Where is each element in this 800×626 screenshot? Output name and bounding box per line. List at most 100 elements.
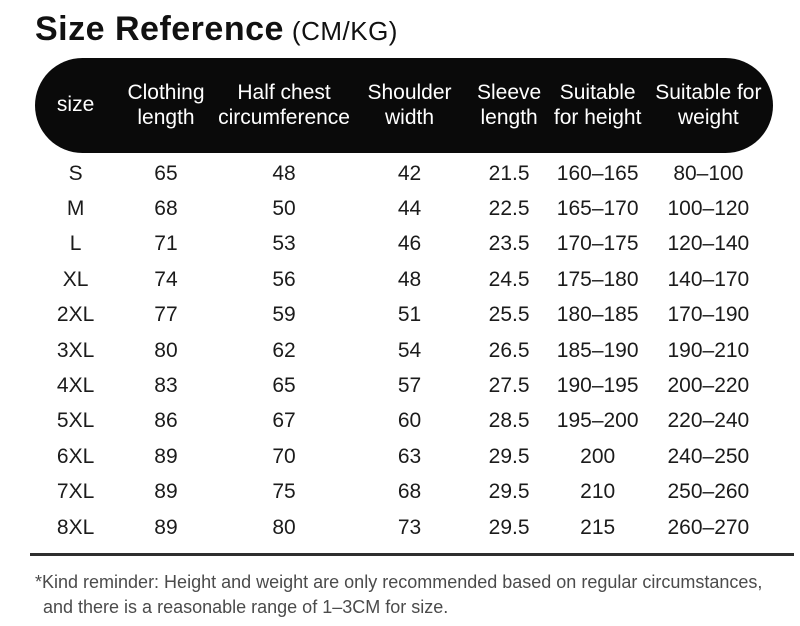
- value-cell: 29.5: [488, 480, 530, 504]
- value-cell: 190–195: [556, 374, 639, 398]
- value-cell: 27.5: [488, 374, 530, 398]
- value-cell: 50: [272, 197, 296, 221]
- value-cell: 89: [154, 480, 178, 504]
- value-cell: 65: [154, 161, 178, 185]
- size-cell: M: [66, 197, 85, 221]
- size-reference-page: Size Reference (CM/KG) size Clothing len…: [0, 10, 800, 626]
- value-cell: 67: [272, 409, 296, 433]
- value-cell: 51: [397, 303, 422, 327]
- size-table: size Clothing length Half chest circumfe…: [35, 58, 773, 545]
- value-cell: 89: [154, 444, 178, 468]
- size-cell: 3XL: [56, 338, 95, 362]
- value-cell: 25.5: [488, 303, 530, 327]
- page-title-text: Size Reference: [35, 10, 284, 48]
- value-cell: 80: [154, 338, 178, 362]
- column-header-size: size: [56, 93, 95, 117]
- value-cell: 190–210: [667, 338, 750, 362]
- value-cell: 22.5: [488, 197, 530, 221]
- footnote-line-1: *Kind reminder: Height and weight are on…: [35, 572, 763, 593]
- value-cell: 100–120: [667, 197, 750, 221]
- value-cell: 260–270: [667, 515, 750, 539]
- value-cell: 165–170: [556, 197, 639, 221]
- value-cell: 80: [272, 515, 296, 539]
- table-row: 4XL 83 65 57 27.5 190–195 200–220: [35, 368, 773, 403]
- value-cell: 80–100: [673, 161, 744, 185]
- value-cell: 200: [580, 444, 616, 468]
- table-row: 7XL 89 75 68 29.5 210 250–260: [35, 475, 773, 510]
- value-cell: 28.5: [488, 409, 530, 433]
- table-row: M 68 50 44 22.5 165–170 100–120: [35, 191, 773, 226]
- table-row: 5XL 86 67 60 28.5 195–200 220–240: [35, 404, 773, 439]
- table-row: S 65 48 42 21.5 160–165 80–100: [35, 156, 773, 191]
- value-cell: 77: [154, 303, 178, 327]
- value-cell: 175–180: [556, 267, 639, 291]
- size-cell: L: [69, 232, 82, 256]
- value-cell: 56: [272, 267, 296, 291]
- value-cell: 220–240: [667, 409, 750, 433]
- value-cell: 170–190: [667, 303, 750, 327]
- value-cell: 180–185: [556, 303, 639, 327]
- table-row: XL 74 56 48 24.5 175–180 140–170: [35, 262, 773, 297]
- value-cell: 185–190: [556, 338, 639, 362]
- value-cell: 62: [272, 338, 296, 362]
- value-cell: 24.5: [488, 267, 530, 291]
- value-cell: 200–220: [667, 374, 750, 398]
- value-cell: 140–170: [667, 267, 750, 291]
- value-cell: 215: [580, 515, 616, 539]
- table-row: 3XL 80 62 54 26.5 185–190 190–210: [35, 333, 773, 368]
- value-cell: 57: [397, 374, 422, 398]
- value-cell: 29.5: [488, 515, 530, 539]
- value-cell: 65: [272, 374, 296, 398]
- value-cell: 89: [154, 515, 178, 539]
- value-cell: 210: [580, 480, 616, 504]
- value-cell: 250–260: [667, 480, 750, 504]
- value-cell: 160–165: [556, 161, 639, 185]
- size-cell: S: [68, 161, 83, 185]
- table-row: 6XL 89 70 63 29.5 200 240–250: [35, 439, 773, 474]
- value-cell: 68: [154, 197, 178, 221]
- column-header-sleeve-length: Sleeve length: [477, 80, 542, 129]
- value-cell: 240–250: [667, 444, 750, 468]
- table-row: 8XL 89 80 73 29.5 215 260–270: [35, 510, 773, 545]
- value-cell: 195–200: [556, 409, 639, 433]
- size-cell: 8XL: [56, 515, 95, 539]
- table-header: size Clothing length Half chest circumfe…: [35, 58, 773, 153]
- column-header-half-chest: Half chest circumference: [218, 80, 350, 129]
- table-body: S 65 48 42 21.5 160–165 80–100 M 68 50 44 22.5 165–1…: [35, 156, 773, 545]
- column-header-clothing-length: Clothing length: [127, 80, 205, 129]
- column-header-suitable-height: Suitable for height: [553, 80, 642, 129]
- size-cell: 4XL: [56, 374, 95, 398]
- value-cell: 73: [397, 515, 422, 539]
- value-cell: 74: [154, 267, 178, 291]
- value-cell: 54: [397, 338, 422, 362]
- footnote-line-2: and there is a reasonable range of 1–3CM…: [43, 597, 449, 618]
- column-header-shoulder-width: Shoulder width: [367, 80, 452, 129]
- value-cell: 120–140: [667, 232, 750, 256]
- value-cell: 83: [154, 374, 178, 398]
- size-cell: 2XL: [56, 303, 95, 327]
- size-cell: XL: [62, 267, 89, 291]
- table-row: L 71 53 46 23.5 170–175 120–140: [35, 227, 773, 262]
- size-cell: 6XL: [56, 444, 95, 468]
- column-header-suitable-weight: Suitable for weight: [655, 80, 762, 129]
- table-row: 2XL 77 59 51 25.5 180–185 170–190: [35, 298, 773, 333]
- value-cell: 26.5: [488, 338, 530, 362]
- value-cell: 23.5: [488, 232, 530, 256]
- value-cell: 86: [154, 409, 178, 433]
- value-cell: 21.5: [488, 161, 530, 185]
- value-cell: 59: [272, 303, 296, 327]
- divider-line: [30, 553, 794, 557]
- value-cell: 48: [397, 267, 422, 291]
- size-cell: 5XL: [56, 409, 95, 433]
- value-cell: 44: [397, 197, 422, 221]
- page-title: Size Reference (CM/KG): [35, 10, 800, 54]
- value-cell: 42: [397, 161, 422, 185]
- value-cell: 75: [272, 480, 296, 504]
- footnote: *Kind reminder: Height and weight are on…: [35, 570, 800, 620]
- value-cell: 29.5: [488, 444, 530, 468]
- value-cell: 53: [272, 232, 296, 256]
- value-cell: 70: [272, 444, 296, 468]
- page-title-unit: (CM/KG): [291, 16, 398, 46]
- value-cell: 68: [397, 480, 422, 504]
- value-cell: 71: [154, 232, 178, 256]
